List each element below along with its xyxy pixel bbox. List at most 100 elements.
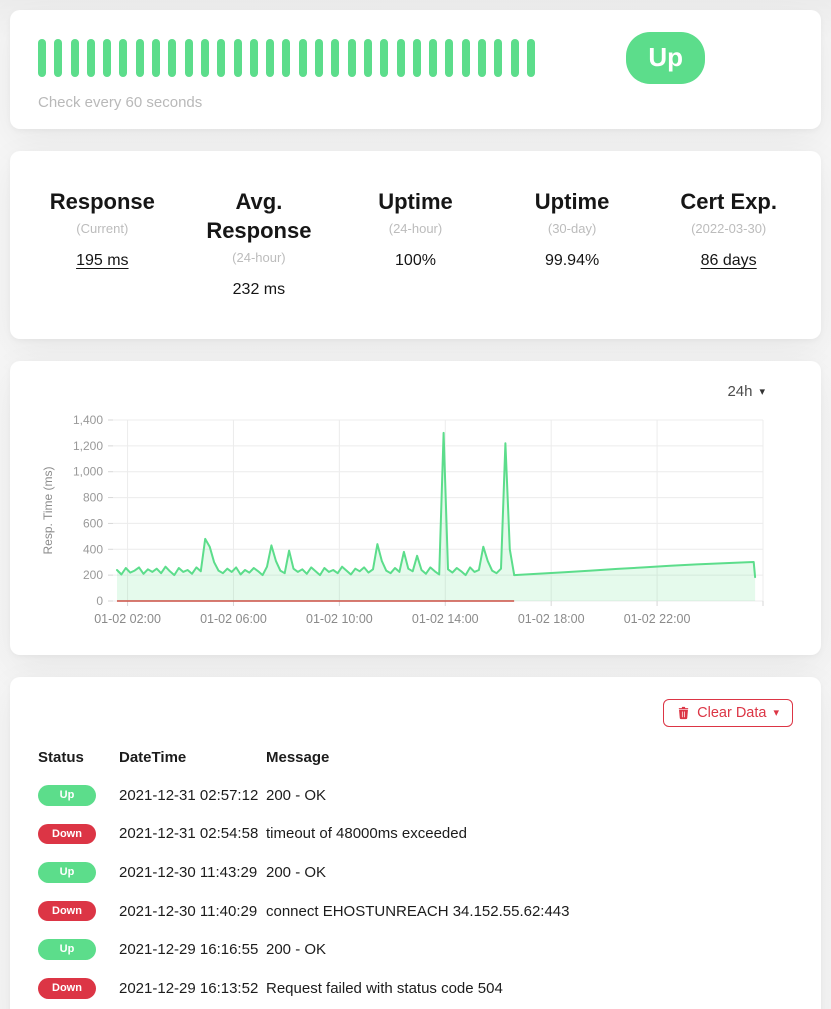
svg-text:Resp. Time (ms): Resp. Time (ms) bbox=[41, 466, 55, 554]
heartbeat-bar[interactable] bbox=[86, 38, 95, 77]
monitor-status-card: Up Check every 60 seconds bbox=[10, 10, 821, 129]
event-datetime: 2021-12-29 16:16:55 bbox=[119, 941, 259, 959]
heartbeat-bar[interactable] bbox=[200, 38, 209, 77]
stat-value: 99.94% bbox=[544, 251, 600, 269]
heartbeat-bar[interactable] bbox=[249, 38, 258, 77]
stat-subtitle: (24-hour) bbox=[232, 249, 286, 265]
chart-card: 24h ▾ 0 200 400 600 800 1,000 1,200 1,400 01-02 … bbox=[10, 360, 821, 655]
trash-icon bbox=[678, 706, 689, 719]
status-badge: Down bbox=[38, 978, 96, 999]
stat-column: Avg. Response (24-hour) 232 ms bbox=[181, 187, 338, 299]
stat-subtitle: (30-day) bbox=[547, 220, 597, 236]
header-message: Message bbox=[266, 748, 330, 766]
svg-text:400: 400 bbox=[83, 542, 103, 556]
heartbeat-bar[interactable] bbox=[412, 38, 421, 77]
event-datetime: 2021-12-30 11:40:29 bbox=[119, 902, 258, 920]
status-badge: Up bbox=[38, 939, 96, 961]
table-row: Up 2021-12-30 11:43:29 200 - OK bbox=[38, 853, 793, 892]
stat-title: Avg. Response bbox=[206, 188, 312, 243]
table-row: Up 2021-12-29 16:16:55 200 - OK bbox=[38, 930, 793, 969]
stat-title: Uptime bbox=[378, 188, 453, 214]
heartbeat-bar[interactable] bbox=[298, 38, 307, 77]
heartbeat-bar[interactable] bbox=[380, 38, 389, 77]
table-row: Up 2021-12-31 02:57:12 200 - OK bbox=[38, 776, 793, 815]
event-datetime: 2021-12-31 02:54:58 bbox=[119, 825, 259, 843]
svg-text:600: 600 bbox=[83, 516, 103, 530]
heartbeat-bar[interactable] bbox=[478, 38, 487, 77]
chevron-down-icon: ▾ bbox=[759, 385, 765, 398]
heartbeat-bar[interactable] bbox=[217, 38, 226, 77]
event-datetime: 2021-12-30 11:43:29 bbox=[119, 863, 258, 881]
stat-value[interactable]: 195 ms bbox=[76, 251, 129, 269]
event-message: Request failed with status code 504 bbox=[266, 979, 503, 997]
stat-column: Cert Exp. (2022-03-30) 86 days bbox=[650, 187, 807, 299]
status-badge: Down bbox=[38, 823, 96, 845]
svg-text:0: 0 bbox=[96, 594, 103, 608]
event-datetime: 2021-12-31 02:57:12 bbox=[119, 786, 259, 804]
heartbeat-bar[interactable] bbox=[119, 38, 128, 77]
header-datetime: DateTime bbox=[119, 748, 187, 766]
chevron-down-icon: ▾ bbox=[773, 707, 779, 720]
heartbeat-bar[interactable] bbox=[526, 38, 535, 77]
stat-column: Uptime (30-day) 99.94% bbox=[494, 187, 651, 299]
heartbeat-bar[interactable] bbox=[396, 38, 405, 77]
heartbeat-bar[interactable] bbox=[70, 38, 79, 77]
svg-text:01-02 02:00: 01-02 02:00 bbox=[94, 612, 161, 626]
heartbeat-bar[interactable] bbox=[363, 38, 372, 77]
heartbeat-bar[interactable] bbox=[233, 38, 242, 77]
header-status: Status bbox=[38, 748, 84, 766]
events-card: Clear Data ▾ Status DateTime Message Up 2… bbox=[10, 676, 821, 1009]
heartbeat-bar[interactable] bbox=[461, 38, 470, 77]
check-interval-text: Check every 60 seconds bbox=[38, 93, 203, 111]
svg-text:200: 200 bbox=[83, 568, 103, 582]
stats-card: Response (Current) 195 ms Avg. Response (24-… bbox=[10, 150, 821, 339]
clear-data-button[interactable]: Clear Data ▾ bbox=[663, 698, 793, 727]
heartbeat-bar[interactable] bbox=[266, 38, 275, 77]
table-row: Down 2021-12-30 11:40:29 connect EHOSTUNRE… bbox=[38, 892, 793, 931]
stat-title: Uptime bbox=[534, 188, 610, 214]
stat-subtitle: (Current) bbox=[76, 220, 129, 236]
events-table: Status DateTime Message Up 2021-12-31 02:… bbox=[38, 743, 793, 1008]
heartbeat-bar[interactable] bbox=[152, 38, 161, 77]
stat-value: 232 ms bbox=[232, 280, 286, 298]
heartbeat-bar[interactable] bbox=[54, 38, 63, 77]
heartbeat-bar[interactable] bbox=[445, 38, 454, 77]
heartbeat-bar[interactable] bbox=[103, 38, 112, 77]
chart-period-label: 24h bbox=[727, 382, 753, 400]
stat-subtitle: (2022-03-30) bbox=[691, 220, 767, 236]
heartbeat-bar[interactable] bbox=[429, 38, 438, 77]
svg-text:1,000: 1,000 bbox=[73, 465, 103, 479]
svg-text:01-02 18:00: 01-02 18:00 bbox=[518, 612, 585, 626]
heartbeat-bar[interactable] bbox=[168, 38, 177, 77]
clear-data-label: Clear Data bbox=[697, 704, 767, 721]
heartbeat-bar[interactable] bbox=[347, 38, 356, 77]
status-pill[interactable]: Up bbox=[626, 32, 705, 84]
heartbeat-bar[interactable] bbox=[184, 38, 193, 77]
stat-title: Cert Exp. bbox=[680, 188, 777, 214]
svg-text:01-02 10:00: 01-02 10:00 bbox=[306, 612, 373, 626]
event-datetime: 2021-12-29 16:13:52 bbox=[119, 979, 259, 997]
svg-text:1,200: 1,200 bbox=[73, 439, 103, 453]
svg-text:01-02 14:00: 01-02 14:00 bbox=[412, 612, 479, 626]
heartbeat-bar[interactable] bbox=[38, 38, 46, 77]
heartbeat-bar[interactable] bbox=[510, 38, 519, 77]
stat-subtitle: (24-hour) bbox=[388, 220, 443, 236]
event-message: timeout of 48000ms exceeded bbox=[266, 825, 467, 843]
table-row: Down 2021-12-31 02:54:58 timeout of 48000m… bbox=[38, 815, 793, 854]
heartbeat-bar[interactable] bbox=[282, 38, 291, 77]
heartbeat-bar[interactable] bbox=[135, 38, 144, 77]
stat-column: Uptime (24-hour) 100% bbox=[337, 187, 494, 299]
response-time-chart[interactable]: 0 200 400 600 800 1,000 1,200 1,400 01-02 02:00 0… bbox=[38, 408, 793, 641]
stat-column: Response (Current) 195 ms bbox=[24, 187, 181, 299]
stat-value[interactable]: 86 days bbox=[700, 251, 757, 269]
heartbeat-bar[interactable] bbox=[331, 38, 340, 77]
chart-period-dropdown[interactable]: 24h ▾ bbox=[725, 379, 767, 404]
svg-text:1,400: 1,400 bbox=[73, 413, 103, 427]
status-badge: Down bbox=[38, 900, 96, 922]
heartbeat-bar[interactable] bbox=[315, 38, 324, 77]
stat-title: Response bbox=[49, 188, 155, 214]
heartbeat-bar[interactable] bbox=[494, 38, 503, 77]
heartbeat-bar-list[interactable] bbox=[38, 34, 543, 82]
event-message: connect EHOSTUNREACH 34.152.55.62:443 bbox=[266, 902, 570, 920]
